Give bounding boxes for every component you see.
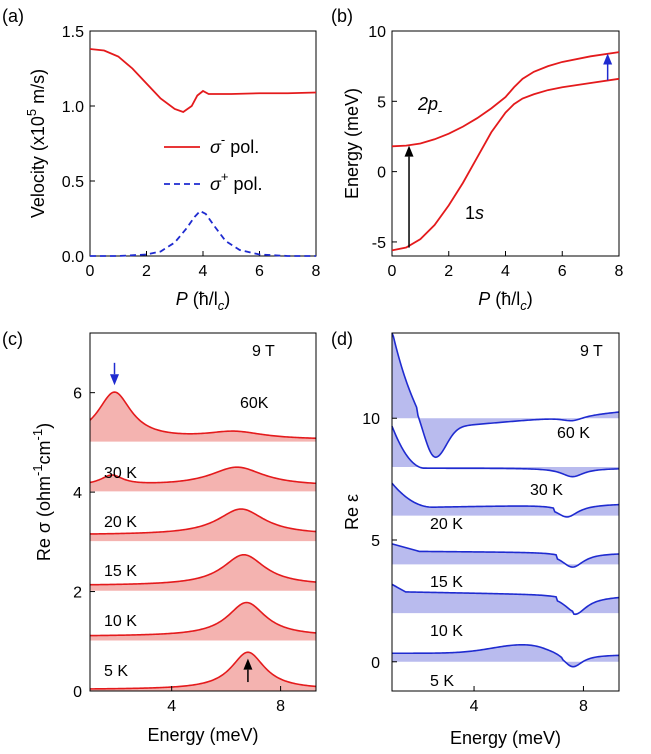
spectrum-line-4	[89, 466, 317, 485]
panel-label: (b)	[331, 6, 353, 26]
panel-d: 5 K 10 K 15 K 20 K 30 K 60 K 4 8 0 5 10 9 T Energy (…	[331, 329, 620, 748]
y-axis-label: Velocity (x105 m/s)	[24, 69, 48, 218]
legend-label-0: σ- pol.	[210, 132, 259, 157]
temperature-label-3: 20 K	[430, 516, 463, 533]
x-tick-label: 4	[167, 698, 176, 715]
x-tick-label: 4	[199, 263, 208, 280]
y-tick-label: 5	[371, 533, 380, 550]
x-tick-label: 6	[255, 263, 264, 280]
legend: σ- pol. σ+ pol.	[164, 132, 262, 194]
epsilon-line-0	[391, 643, 620, 668]
legend-label-1: σ+ pol.	[210, 169, 262, 194]
y-tick-label: 10	[362, 411, 380, 428]
series-line-1	[90, 209, 316, 257]
x-tick-label: 6	[558, 263, 567, 280]
temperature-label-1: 10 K	[430, 623, 463, 640]
temperature-label-0: 5 K	[430, 673, 454, 690]
spectrum-line-1	[89, 601, 317, 637]
spectrum-line-2	[89, 553, 317, 586]
x-axis-label: Energy (meV)	[147, 725, 258, 745]
epsilon-line-2	[391, 543, 620, 568]
y-tick-label: 6	[73, 386, 82, 403]
y-axis-label: Re ε	[342, 494, 362, 530]
spectrum-line-0	[89, 651, 317, 690]
peak-arrow-0-head	[110, 374, 120, 386]
x-axis-label: P (ħ/lc)	[478, 289, 533, 313]
y-tick-label: 1.0	[62, 99, 84, 116]
panel-label: (d)	[331, 329, 353, 349]
spectrum-fill-5	[90, 392, 316, 443]
transition-arrow-0-head	[404, 145, 414, 157]
temperature-label-5: 60 K	[557, 425, 590, 442]
plot-frame	[89, 30, 317, 257]
annotation-2p: 2p-	[417, 94, 442, 118]
x-tick-label: 2	[142, 263, 151, 280]
epsilon-fill-2	[392, 543, 619, 568]
temperature-label-4: 30 K	[104, 465, 137, 482]
epsilon-fill-5	[392, 333, 619, 458]
panel-c: 5 K 10 K 15 K 20 K 30 K 60K 4 8 0 2 4 6 9 T Energy (m…	[2, 329, 317, 745]
peak-arrow-1-head	[243, 658, 253, 670]
y-tick-label: 2	[73, 585, 82, 602]
x-tick-label: 2	[444, 263, 453, 280]
epsilon-fill-1	[392, 584, 619, 615]
x-tick-label: 4	[501, 263, 510, 280]
y-axis-label: Re σ (ohm-1cm-1)	[30, 423, 54, 561]
epsilon-fill-3	[392, 483, 619, 517]
series-line-0	[89, 48, 317, 114]
epsilon-fill-0	[392, 644, 619, 667]
temperature-label-0: 5 K	[104, 663, 128, 680]
x-tick-label: 8	[276, 698, 285, 715]
temperature-label-2: 15 K	[430, 574, 463, 591]
y-tick-label: -5	[372, 235, 386, 252]
temperature-label-2: 15 K	[104, 563, 137, 580]
y-tick-label: 0	[73, 684, 82, 701]
y-tick-label: 10	[368, 24, 386, 41]
spectrum-fill-1	[90, 602, 316, 642]
field-label: 9 T	[252, 343, 275, 360]
x-tick-label: 4	[470, 698, 479, 715]
temperature-label-5: 60K	[240, 395, 269, 412]
plot-frame	[391, 30, 620, 257]
y-tick-label: 5	[377, 94, 386, 111]
y-tick-label: 0	[371, 655, 380, 672]
y-tick-label: 0.0	[62, 249, 84, 266]
panel-label: (c)	[2, 329, 23, 349]
y-tick-label: 4	[73, 485, 82, 502]
x-axis-label: Energy (meV)	[450, 728, 561, 748]
y-axis-label: Energy (meV)	[342, 88, 362, 199]
temperature-label-4: 30 K	[530, 482, 563, 499]
x-axis-label: P (ħ/lc)	[176, 289, 231, 313]
x-tick-label: 0	[86, 263, 95, 280]
temperature-label-3: 20 K	[104, 514, 137, 531]
x-tick-label: 8	[312, 263, 321, 280]
epsilon-line-3	[391, 482, 620, 518]
series-line-1	[391, 77, 620, 252]
epsilon-line-5	[391, 332, 620, 459]
spectrum-line-5	[89, 391, 317, 440]
panel-a: 0 2 4 6 8 0.0 0.5 1.0 1.5 σ- pol. σ+ pol. P (ħ/lc) V…	[2, 6, 321, 313]
y-tick-label: 0	[377, 165, 386, 182]
y-tick-label: 1.5	[62, 24, 84, 41]
spectrum-line-3	[89, 508, 317, 535]
epsilon-line-4	[391, 425, 620, 478]
x-tick-label: 8	[615, 263, 624, 280]
transition-arrow-1-head	[603, 53, 613, 65]
y-tick-label: 0.5	[62, 174, 84, 191]
epsilon-line-1	[391, 583, 620, 616]
panel-label: (a)	[2, 6, 24, 26]
annotation-1s: 1s	[465, 203, 484, 223]
series-line-0	[391, 51, 620, 148]
plot-frame	[391, 332, 620, 692]
plot-frame	[89, 332, 317, 692]
field-label: 9 T	[580, 343, 603, 360]
x-tick-label: 8	[579, 698, 588, 715]
x-tick-label: 0	[388, 263, 397, 280]
temperature-label-1: 10 K	[104, 613, 137, 630]
